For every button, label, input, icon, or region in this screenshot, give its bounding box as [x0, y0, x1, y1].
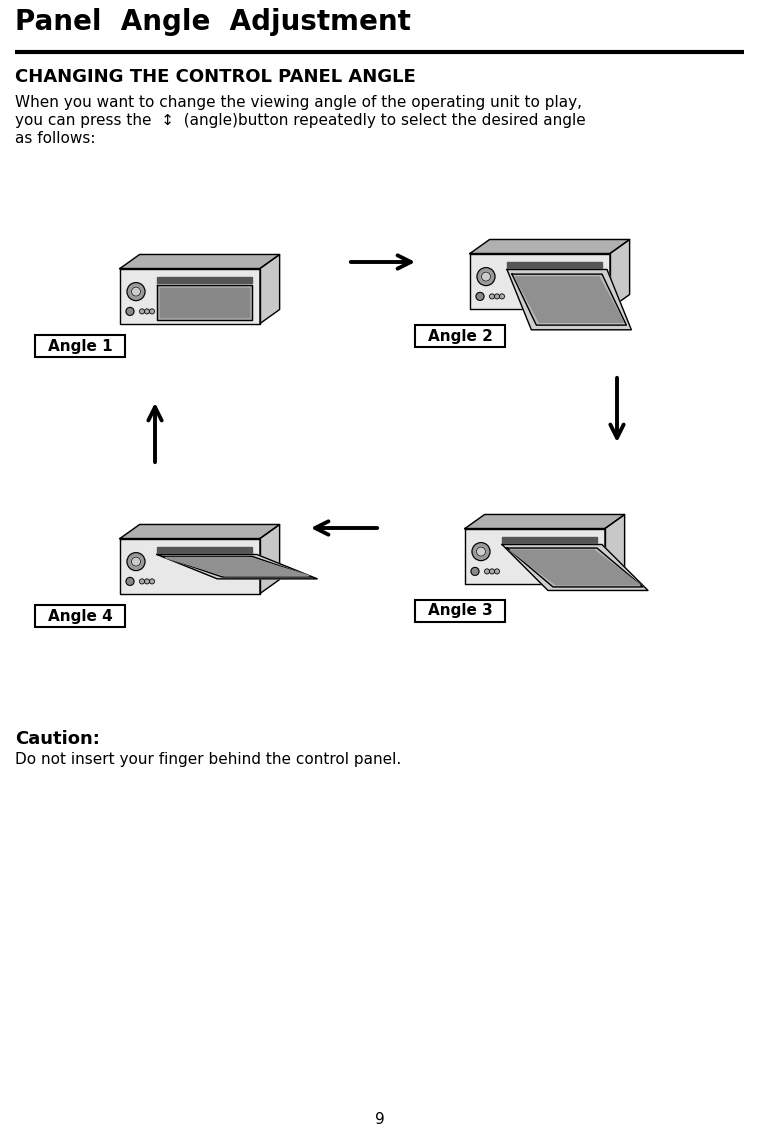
Polygon shape — [120, 269, 260, 323]
Circle shape — [131, 287, 140, 296]
Polygon shape — [507, 548, 643, 587]
Circle shape — [471, 568, 479, 575]
Text: Panel  Angle  Adjustment: Panel Angle Adjustment — [15, 8, 411, 36]
Polygon shape — [120, 538, 260, 594]
Circle shape — [140, 579, 144, 583]
Polygon shape — [157, 546, 252, 553]
Polygon shape — [157, 277, 252, 283]
Polygon shape — [465, 514, 625, 529]
Polygon shape — [510, 550, 640, 585]
Circle shape — [127, 553, 145, 571]
Polygon shape — [157, 555, 317, 579]
Circle shape — [126, 578, 134, 586]
Circle shape — [144, 309, 150, 314]
Circle shape — [477, 547, 486, 556]
Text: CHANGING THE CONTROL PANEL ANGLE: CHANGING THE CONTROL PANEL ANGLE — [15, 68, 416, 86]
Text: as follows:: as follows: — [15, 131, 96, 146]
Circle shape — [150, 579, 155, 583]
Polygon shape — [515, 277, 623, 322]
Circle shape — [476, 293, 484, 301]
Circle shape — [490, 294, 495, 299]
Circle shape — [490, 569, 495, 574]
Circle shape — [127, 283, 145, 301]
Circle shape — [499, 294, 505, 299]
Polygon shape — [162, 556, 312, 577]
Polygon shape — [507, 269, 631, 330]
Polygon shape — [465, 529, 605, 583]
Text: 9: 9 — [375, 1112, 384, 1127]
Circle shape — [495, 294, 499, 299]
Circle shape — [477, 268, 495, 286]
Polygon shape — [160, 287, 249, 317]
Circle shape — [140, 309, 144, 314]
FancyBboxPatch shape — [35, 605, 125, 627]
Text: Angle 3: Angle 3 — [427, 604, 493, 619]
FancyBboxPatch shape — [415, 325, 505, 347]
Circle shape — [495, 569, 499, 574]
Polygon shape — [502, 537, 597, 543]
Polygon shape — [260, 254, 279, 323]
Text: Angle 4: Angle 4 — [48, 608, 112, 623]
Circle shape — [131, 557, 140, 566]
Text: Angle 2: Angle 2 — [427, 328, 493, 344]
Polygon shape — [470, 239, 630, 253]
Text: Do not insert your finger behind the control panel.: Do not insert your finger behind the con… — [15, 753, 402, 767]
Text: you can press the  ↕  (angle)button repeatedly to select the desired angle: you can press the ↕ (angle)button repeat… — [15, 114, 586, 128]
Polygon shape — [165, 557, 309, 575]
Polygon shape — [120, 524, 279, 538]
Polygon shape — [605, 514, 625, 583]
Polygon shape — [260, 524, 279, 594]
FancyBboxPatch shape — [35, 335, 125, 358]
Polygon shape — [507, 261, 602, 268]
Circle shape — [126, 308, 134, 316]
Polygon shape — [120, 254, 279, 269]
Polygon shape — [502, 545, 648, 590]
Polygon shape — [512, 275, 626, 325]
Circle shape — [144, 579, 150, 583]
Text: Caution:: Caution: — [15, 730, 100, 748]
Text: When you want to change the viewing angle of the operating unit to play,: When you want to change the viewing angl… — [15, 95, 582, 110]
Circle shape — [150, 309, 155, 314]
Circle shape — [472, 543, 490, 561]
Polygon shape — [470, 253, 610, 309]
Polygon shape — [157, 285, 252, 319]
Polygon shape — [610, 239, 630, 309]
Text: Angle 1: Angle 1 — [48, 338, 112, 353]
FancyBboxPatch shape — [415, 600, 505, 622]
Circle shape — [484, 569, 490, 574]
Circle shape — [481, 272, 490, 281]
